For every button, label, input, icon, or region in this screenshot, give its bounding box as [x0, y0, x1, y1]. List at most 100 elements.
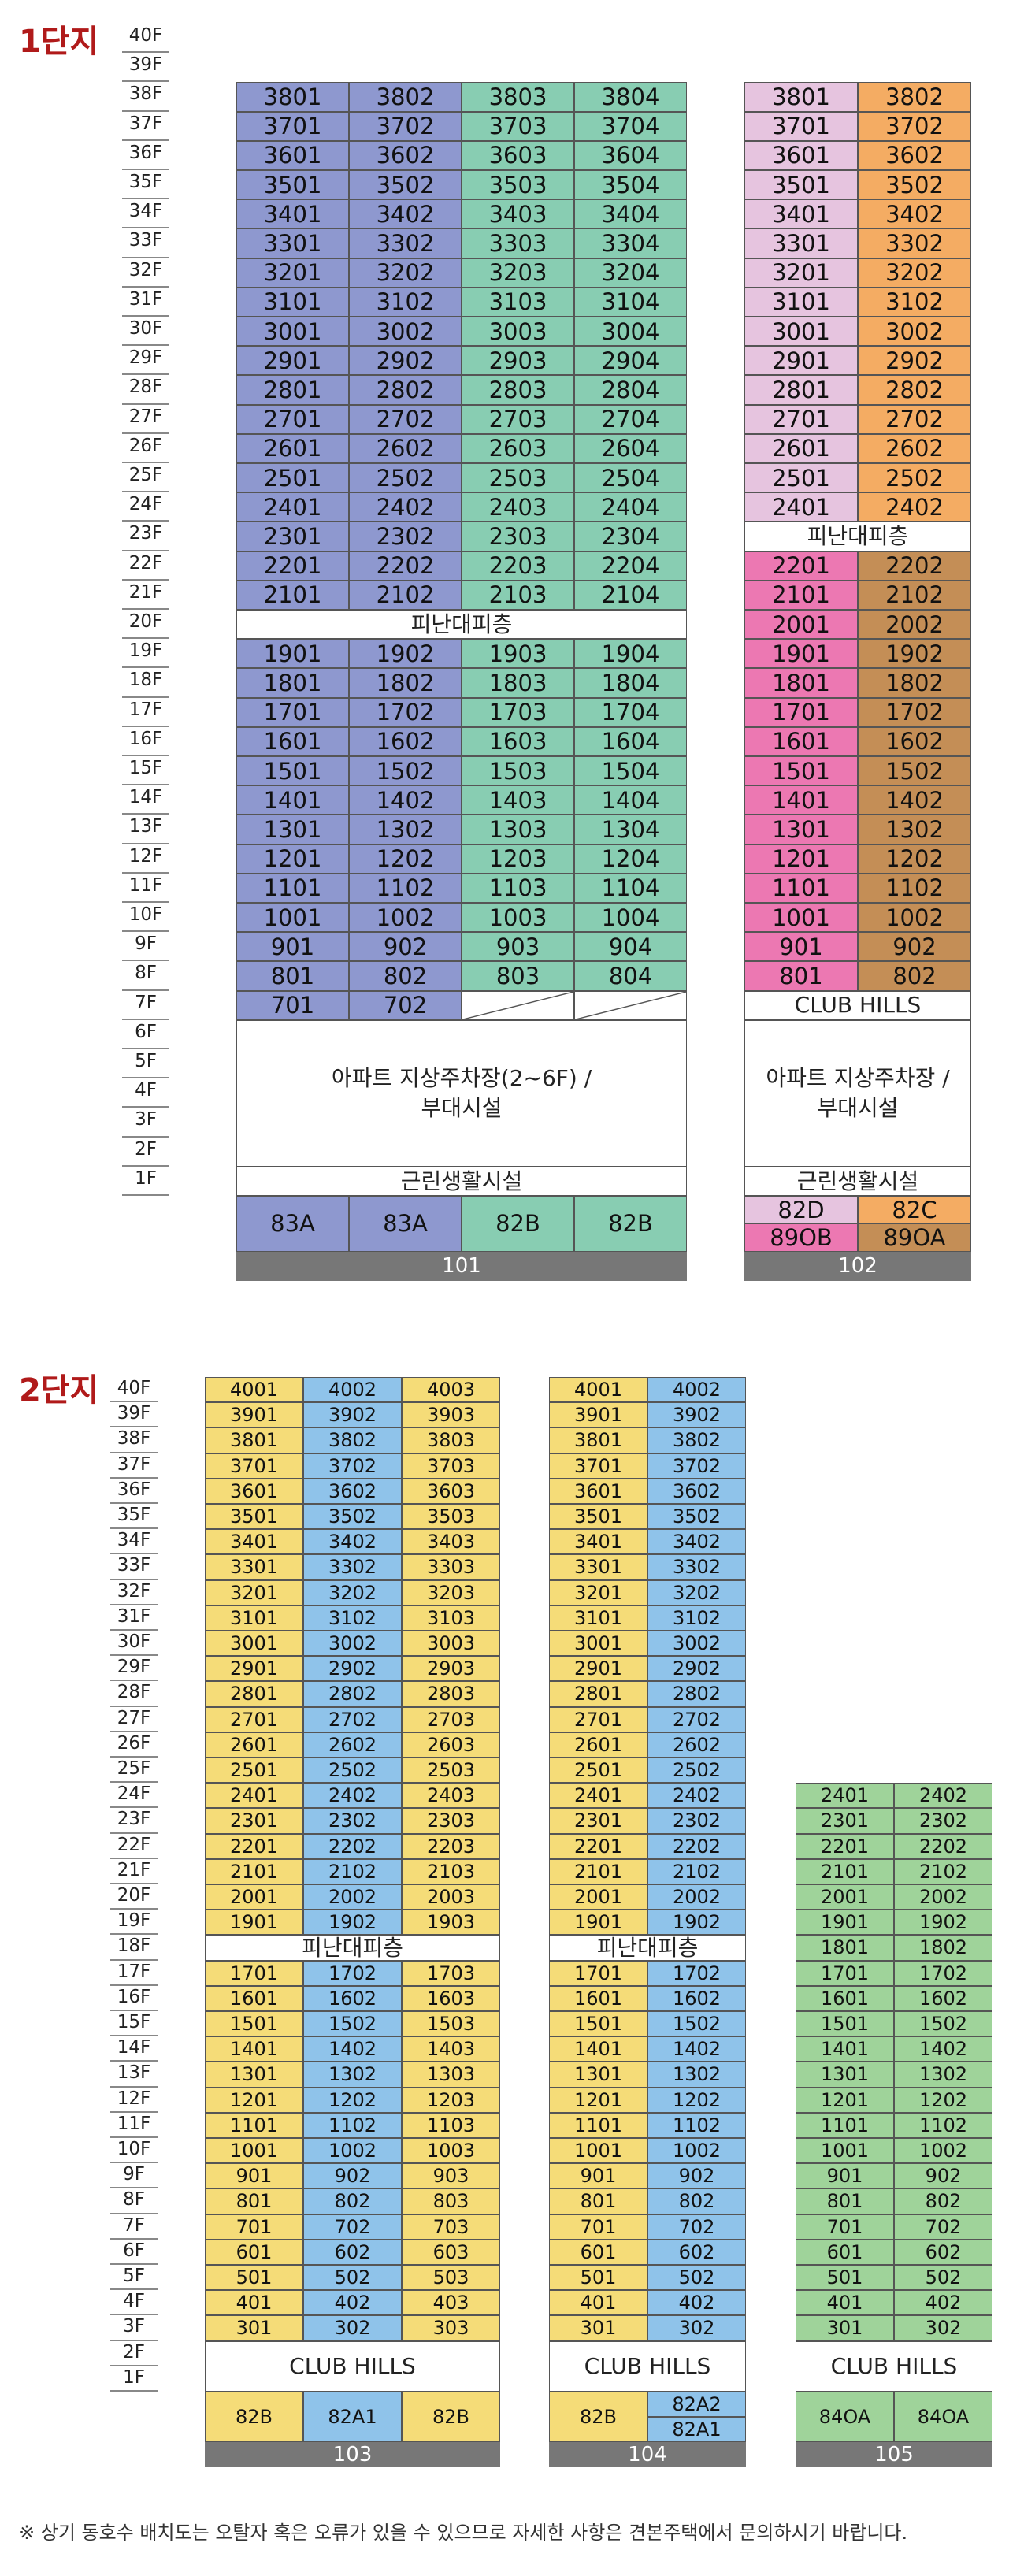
building-number: 105: [796, 2442, 992, 2467]
unit-cell: 3202: [349, 258, 462, 288]
unit-cell: 3901: [549, 1402, 647, 1428]
unit-cell: 1802: [858, 668, 971, 698]
unit-cell: 1602: [894, 1985, 992, 2011]
unit-cell: 3703: [462, 111, 574, 141]
building-number: 101: [236, 1251, 687, 1281]
unit-cell: 702: [647, 2214, 746, 2240]
unit-cell: 2903: [462, 346, 574, 376]
unit-cell: 1002: [349, 903, 462, 933]
unit-cell: 2302: [349, 522, 462, 551]
unit-cell: 3701: [549, 1453, 647, 1479]
unit-cell: 2103: [402, 1858, 500, 1884]
floor-label: 30F: [110, 1632, 158, 1657]
unit-cell: 3503: [462, 170, 574, 200]
unit-cell: 1804: [574, 668, 687, 698]
unit-cell: 1102: [303, 2112, 402, 2138]
unit-cell: 2403: [402, 1783, 500, 1809]
unit-cell: 2302: [647, 1808, 746, 1834]
unit-cell: 1202: [647, 2087, 746, 2113]
club-hills-label: CLUB HILLS: [205, 2340, 500, 2392]
unit-cell: 2603: [462, 433, 574, 463]
unit-cell: 1201: [236, 844, 349, 874]
unit-cell: 1302: [303, 2062, 402, 2088]
floor-label: 4F: [122, 1082, 169, 1108]
unit-type: 89OB: [744, 1223, 858, 1252]
floor-label: 8F: [110, 2191, 158, 2214]
unit-cell: 2101: [744, 580, 858, 610]
unit-cell: 1103: [462, 873, 574, 903]
unit-cell: 1101: [549, 2112, 647, 2138]
unit-cell: 1201: [549, 2087, 647, 2113]
unit-cell: 2003: [402, 1884, 500, 1910]
unit-cell: 3601: [205, 1478, 303, 1504]
unit-cell: 1502: [303, 2011, 402, 2037]
floor-label: 21F: [110, 1861, 158, 1884]
unit-cell: 1202: [894, 2087, 992, 2113]
floor-label: 25F: [110, 1759, 158, 1784]
unit-type: 89OA: [858, 1223, 971, 1252]
unit-type: 82B: [205, 2392, 303, 2443]
unit-cell: 2902: [303, 1656, 402, 1682]
floor-label: 15F: [110, 2013, 158, 2037]
unit-cell: 401: [796, 2290, 894, 2316]
unit-cell: 1203: [402, 2087, 500, 2113]
unit-cell: 3704: [574, 111, 687, 141]
unit-cell: 1302: [894, 2062, 992, 2088]
floor-label: 20F: [122, 612, 169, 640]
unit-cell: 3003: [462, 317, 574, 347]
unit-cell: 1303: [462, 815, 574, 844]
floor-label: 7F: [122, 993, 169, 1020]
unit-cell: 1901: [796, 1910, 894, 1936]
unit-cell: 1002: [858, 903, 971, 933]
unit-cell: 702: [349, 990, 462, 1020]
unit-cell: 2301: [236, 522, 349, 551]
floor-label: 5F: [122, 1052, 169, 1079]
unit-cell: 1302: [858, 815, 971, 844]
unit-cell: 2102: [349, 580, 462, 610]
retail-label: 근린생활시설: [236, 1166, 687, 1196]
floor-label: 34F: [122, 202, 169, 229]
unit-cell: 1904: [574, 639, 687, 669]
unit-cell: 1404: [574, 785, 687, 815]
floor-label: 37F: [122, 114, 169, 141]
unit-cell: 2603: [402, 1732, 500, 1758]
unit-cell: 1701: [744, 697, 858, 727]
unit-cell: 1302: [647, 2062, 746, 2088]
unit-cell: 303: [402, 2315, 500, 2341]
unit-cell: 2801: [549, 1681, 647, 1707]
unit-cell: 302: [894, 2315, 992, 2341]
unit-cell: 302: [647, 2315, 746, 2341]
building-number: 103: [205, 2442, 500, 2467]
unit-cell: 1201: [796, 2087, 894, 2113]
unit-cell: 2902: [858, 346, 971, 376]
unit-cell: 4002: [647, 1377, 746, 1403]
unit-cell: 302: [303, 2315, 402, 2341]
unit-cell: 1502: [858, 756, 971, 786]
unit-cell: 602: [647, 2239, 746, 2265]
unit-cell: 3802: [349, 82, 462, 112]
unit-cell: 2801: [236, 375, 349, 405]
unit-cell: 1901: [549, 1910, 647, 1936]
unit-cell: 1101: [744, 873, 858, 903]
unit-cell: 2102: [858, 580, 971, 610]
unit-cell: 804: [574, 961, 687, 991]
unit-cell: 1602: [349, 726, 462, 756]
unit-cell: 501: [549, 2265, 647, 2291]
unit-type: 82A1: [647, 2417, 746, 2443]
floor-label: 24F: [122, 496, 169, 522]
unit-cell: 1903: [402, 1910, 500, 1936]
unit-cell: 3002: [647, 1631, 746, 1657]
unit-cell: 3903: [402, 1402, 500, 1428]
unit-cell: 1902: [349, 639, 462, 669]
unit-cell: 1403: [402, 2036, 500, 2062]
unit-cell: 3701: [205, 1453, 303, 1479]
unit-cell: 3503: [402, 1504, 500, 1530]
unit-cell: 3603: [402, 1478, 500, 1504]
unit-cell: 2702: [349, 404, 462, 434]
unit-cell: 2203: [402, 1833, 500, 1859]
unit-cell: 3601: [744, 140, 858, 170]
unit-cell: 3803: [462, 82, 574, 112]
unit-cell: 3101: [236, 287, 349, 317]
unit-cell: 1703: [462, 697, 574, 727]
unit-cell: 2901: [744, 346, 858, 376]
